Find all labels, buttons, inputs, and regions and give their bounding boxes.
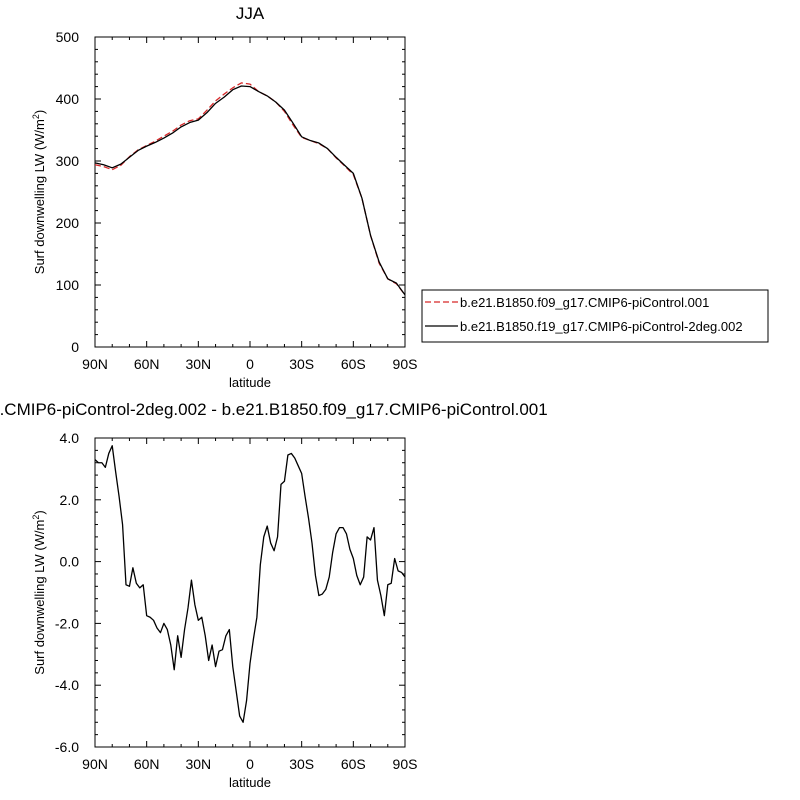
y-tick-label: 0.0 xyxy=(60,554,80,570)
x-tick-label: 90S xyxy=(393,756,418,772)
series-line-2 xyxy=(94,85,406,296)
y-tick-label: -6.0 xyxy=(55,739,79,755)
legend-box xyxy=(421,289,769,343)
x-axis-label: latitude xyxy=(229,375,271,390)
chart-title: JJA xyxy=(236,4,265,23)
y-axis-label: Surf downwelling LW (W/m2) xyxy=(31,510,47,674)
y-tick-label: 100 xyxy=(56,277,80,293)
x-tick-label: 30S xyxy=(289,356,314,372)
y-tick-label: 400 xyxy=(56,91,80,107)
series-line-1 xyxy=(94,445,406,723)
chart-title: 9_g17.CMIP6-piControl-2deg.002 - b.e21.B… xyxy=(0,400,548,419)
y-tick-label: 200 xyxy=(56,215,80,231)
x-tick-label: 30N xyxy=(185,756,211,772)
y-tick-label: 2.0 xyxy=(60,492,80,508)
x-tick-label: 90N xyxy=(82,756,108,772)
x-tick-label: 30S xyxy=(289,756,314,772)
x-tick-label: 60S xyxy=(341,756,366,772)
chart-panel-2: 9_g17.CMIP6-piControl-2deg.002 - b.e21.B… xyxy=(0,400,548,790)
x-tick-label: 30N xyxy=(185,356,211,372)
y-tick-label: 300 xyxy=(56,153,80,169)
x-axis-label: latitude xyxy=(229,775,271,790)
x-tick-label: 60N xyxy=(134,356,160,372)
x-tick-label: 90S xyxy=(393,356,418,372)
x-tick-label: 60S xyxy=(341,356,366,372)
x-tick-label: 0 xyxy=(246,756,254,772)
y-axis-label: Surf downwelling LW (W/m2) xyxy=(31,110,47,274)
x-tick-label: 90N xyxy=(82,356,108,372)
plot-frame xyxy=(94,437,406,748)
y-tick-label: 0 xyxy=(71,339,79,355)
x-tick-label: 60N xyxy=(134,756,160,772)
y-tick-label: 500 xyxy=(56,29,80,45)
y-tick-label: -2.0 xyxy=(55,615,79,631)
x-tick-label: 0 xyxy=(246,356,254,372)
legend: b.e21.B1850.f09_g17.CMIP6-piControl.001b… xyxy=(421,289,769,343)
y-tick-label: 4.0 xyxy=(60,430,80,446)
chart-panel-1: JJA 90N 60N 30N 0 30S 60S 90S 0 100 200 300 400 500 la… xyxy=(31,4,769,390)
legend-label: b.e21.B1850.f09_g17.CMIP6-piControl.001 xyxy=(460,295,709,310)
y-tick-label: -4.0 xyxy=(55,677,79,693)
legend-label: b.e21.B1850.f19_g17.CMIP6-piControl-2deg… xyxy=(460,319,743,334)
